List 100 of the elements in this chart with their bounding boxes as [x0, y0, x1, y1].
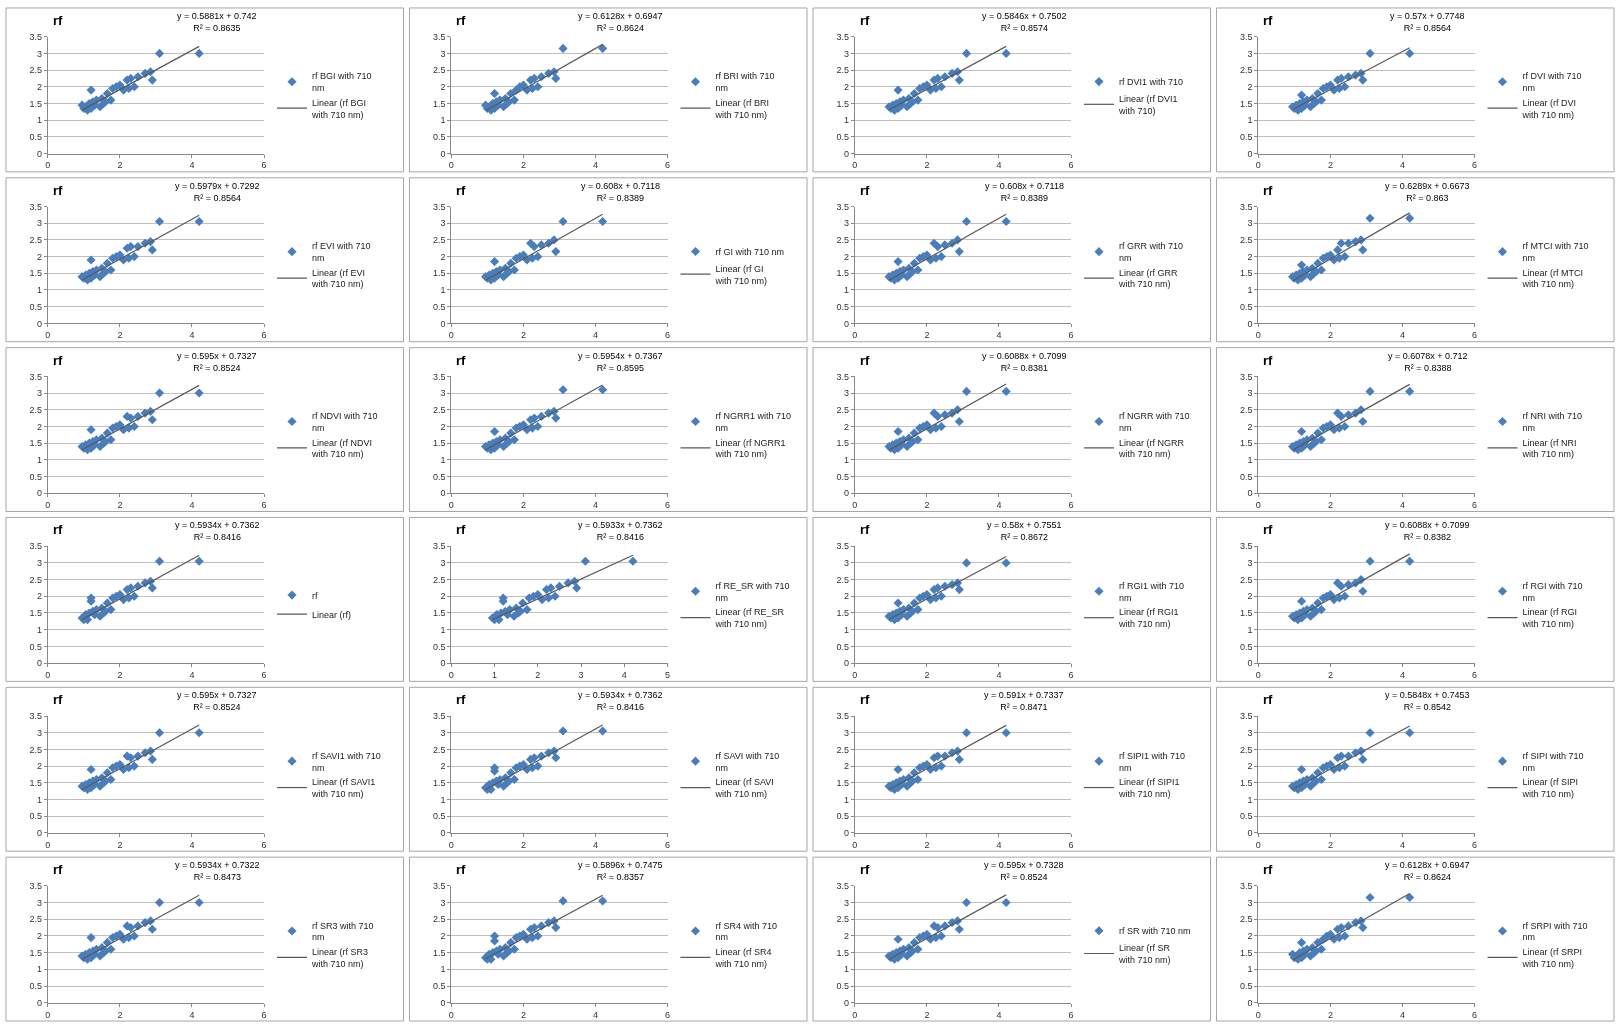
y-tick-label: 0 [440, 658, 446, 669]
y-tick-label: 3 [37, 218, 43, 229]
x-tick-label: 2 [520, 160, 526, 171]
x-tick-label: 6 [665, 160, 671, 171]
y-tick-label: 3.5 [29, 711, 43, 722]
legend-label: Linear (rf NGRR1 with 710 nm) [714, 437, 786, 460]
y-tick-label: 2.5 [433, 235, 446, 246]
x-tick-label: 2 [924, 1009, 930, 1020]
legend-label: Linear (rf DVI with 710 nm) [1521, 97, 1577, 120]
x-tick-label: 6 [261, 839, 267, 850]
chart-title: rf [1263, 692, 1274, 707]
y-tick-label: 3 [37, 897, 43, 908]
x-tick-label: 1 [492, 669, 498, 680]
y-tick-label: 0.5 [29, 471, 43, 482]
x-tick-label: 2 [520, 1009, 526, 1020]
text: y = 0.608x + 0.7118 R² = 0.8389 [581, 181, 660, 203]
y-tick-label: 0 [37, 488, 43, 499]
y-tick-label: 1 [440, 964, 446, 975]
y-tick-label: 0.5 [836, 301, 850, 312]
x-tick-label: 0 [1255, 330, 1261, 341]
x-tick-label: 4 [1399, 669, 1405, 680]
x-tick-label: 6 [1472, 669, 1478, 680]
text: y = 0.6128x + 0.6947 R² = 0.8624 [578, 11, 663, 33]
y-tick-label: 2 [1247, 591, 1253, 602]
y-tick-label: 3 [440, 388, 446, 399]
y-tick-label: 0.5 [433, 132, 446, 142]
y-tick-label: 1 [1247, 794, 1253, 805]
legend-label: rf SR3 with 710 nm [312, 920, 374, 943]
x-tick-label: 2 [117, 500, 123, 511]
y-tick-label: 1 [37, 964, 43, 975]
y-tick-label: 1.5 [1240, 438, 1253, 449]
y-tick-label: 1.5 [836, 438, 850, 449]
y-tick-label: 0 [844, 488, 850, 499]
y-tick-label: 0 [37, 997, 43, 1008]
x-tick-label: 6 [1472, 160, 1478, 171]
x-tick-label: 6 [1472, 839, 1478, 850]
y-tick-label: 2.5 [433, 914, 446, 925]
legend-label: rf GRR with 710 nm [1119, 241, 1184, 264]
legend-label: Linear (rf NRI with 710 nm) [1521, 437, 1577, 460]
y-tick-label: 1.5 [1240, 777, 1253, 788]
y-tick-label: 1 [844, 964, 850, 975]
y-tick-label: 3.5 [29, 371, 43, 382]
x-tick-label: 4 [592, 839, 598, 850]
y-tick-label: 3 [844, 558, 850, 569]
y-tick-label: 2.5 [29, 235, 43, 246]
text: y = 0.591x + 0.7337 R² = 0.8471 [984, 690, 1064, 712]
text: y = 0.6078x + 0.712 R² = 0.8388 [1388, 351, 1468, 373]
y-tick-label: 2.5 [433, 574, 446, 585]
chart-title: rf [53, 522, 64, 537]
y-tick-label: 3 [844, 388, 850, 399]
x-tick-label: 0 [45, 500, 51, 511]
x-tick-label: 2 [520, 839, 526, 850]
y-tick-label: 0 [37, 318, 43, 329]
legend-label: rf MTCI with 710 nm [1522, 241, 1589, 264]
y-tick-label: 2 [440, 761, 446, 772]
x-tick-label: 6 [665, 500, 671, 511]
y-tick-label: 2.5 [836, 65, 850, 76]
y-tick-label: 3 [1247, 727, 1253, 738]
legend-label: rf SIPI1 with 710 nm [1119, 750, 1186, 773]
y-tick-label: 3.5 [29, 201, 43, 212]
legend-label: Linear (rf SIPI1 with 710 nm) [1118, 777, 1180, 799]
y-tick-label: 0 [37, 828, 43, 839]
y-tick-label: 0.5 [29, 981, 43, 992]
y-tick-label: 0 [1247, 488, 1253, 499]
y-tick-label: 2 [37, 251, 43, 262]
text: y = 0.5934x + 0.7362 R² = 0.8416 [578, 690, 663, 712]
x-tick-label: 2 [520, 500, 526, 511]
y-tick-label: 0 [1247, 658, 1253, 669]
legend-label: rf SR with 710 nm [1119, 926, 1191, 937]
y-tick-label: 3.5 [29, 881, 43, 892]
legend-label: rf GI with 710 nm [715, 246, 785, 257]
legend-label: Linear (rf SAVI with 710 nm) [714, 777, 774, 799]
y-tick-label: 2 [844, 81, 850, 92]
chart-title: rf [860, 183, 871, 198]
legend-label: rf RGI with 710 nm [1522, 580, 1583, 603]
chart-title: rf [53, 13, 64, 28]
y-tick-label: 2 [37, 81, 43, 92]
y-tick-label: 0.5 [1240, 471, 1253, 482]
y-tick-label: 2 [844, 421, 850, 432]
x-tick-label: 6 [665, 330, 671, 341]
y-tick-label: 1 [440, 285, 446, 296]
legend-label: Linear (rf SR3 with 710 nm) [311, 947, 369, 969]
chart-title: rf [456, 13, 467, 28]
y-tick-label: 1.5 [29, 438, 43, 449]
y-tick-label: 3.5 [1240, 371, 1253, 382]
legend-label: rf SR4 with 710 nm [715, 920, 778, 943]
y-tick-label: 0.5 [836, 641, 850, 652]
y-tick-label: 2 [844, 931, 850, 942]
x-tick-label: 4 [592, 500, 598, 511]
y-tick-label: 1.5 [433, 608, 446, 619]
x-tick-label: 2 [1327, 839, 1333, 850]
y-tick-label: 3.5 [433, 201, 446, 212]
y-tick-label: 3 [440, 558, 446, 569]
x-tick-label: 0 [448, 1009, 454, 1020]
x-tick-label: 2 [117, 330, 123, 341]
x-tick-label: 4 [189, 839, 195, 850]
y-tick-label: 1 [844, 454, 850, 465]
y-tick-label: 1 [1247, 115, 1253, 126]
y-tick-label: 0.5 [433, 641, 446, 652]
y-tick-label: 0.5 [1240, 981, 1253, 992]
